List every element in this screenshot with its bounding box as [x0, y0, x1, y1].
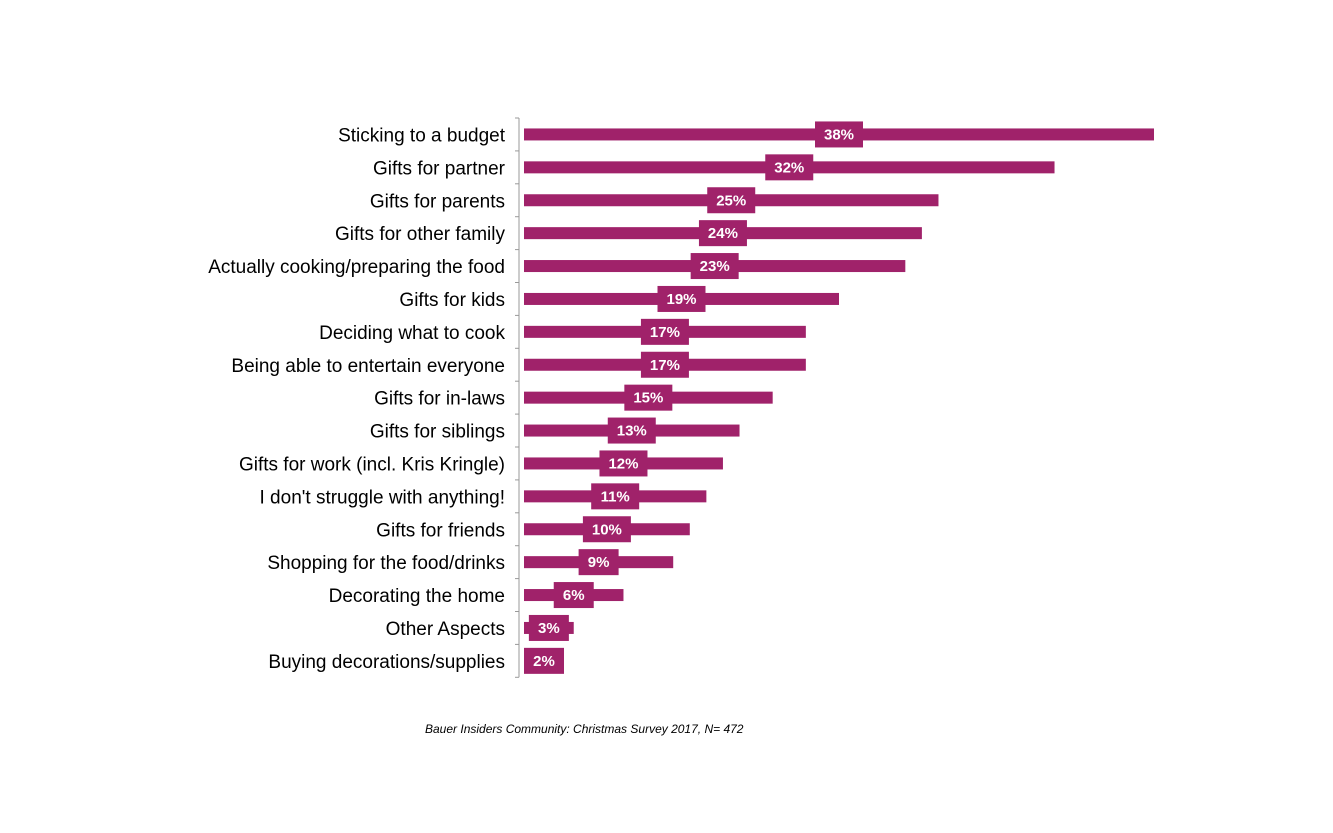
category-label: Gifts for other family: [335, 224, 505, 245]
data-label-box: [640, 318, 689, 345]
category-label: I don't struggle with anything!: [260, 487, 506, 508]
category-label: Other Aspects: [386, 619, 505, 640]
data-label-box: [578, 549, 619, 576]
data-label-box: [524, 647, 564, 674]
data-label: 2%: [533, 653, 555, 670]
data-label-box: [765, 154, 814, 181]
data-label-box: [528, 614, 569, 641]
data-label-box: [599, 450, 648, 477]
category-label: Sticking to a budget: [338, 125, 506, 146]
data-label: 12%: [608, 455, 638, 472]
data-label: 11%: [601, 488, 630, 505]
data-label: 13%: [617, 423, 647, 440]
data-label: 6%: [563, 587, 585, 604]
data-label: 3%: [538, 620, 560, 637]
data-label: 23%: [700, 258, 730, 275]
data-label-box: [815, 121, 863, 148]
data-label: 9%: [588, 554, 610, 571]
data-label: 17%: [650, 357, 680, 374]
category-label: Gifts for siblings: [370, 422, 505, 443]
data-label-box: [640, 351, 689, 378]
category-label: Deciding what to cook: [319, 323, 505, 344]
data-label: 32%: [774, 159, 804, 176]
category-label: Gifts for parents: [370, 191, 505, 212]
data-label-box: [582, 516, 631, 543]
category-label: Being able to entertain everyone: [231, 356, 505, 377]
category-label: Gifts for friends: [376, 520, 505, 541]
data-label-box: [698, 220, 747, 247]
data-label: 17%: [650, 324, 680, 341]
data-label-box: [607, 417, 656, 444]
category-label: Gifts for work (incl. Kris Kringle): [239, 454, 505, 475]
data-label-box: [690, 253, 739, 280]
category-label: Gifts for in-laws: [374, 389, 505, 410]
category-label: Actually cooking/preparing the food: [208, 257, 505, 278]
data-label-box: [591, 483, 640, 510]
data-label-box: [624, 384, 673, 411]
data-label: 19%: [666, 291, 696, 308]
category-label: Buying decorations/supplies: [268, 652, 505, 673]
category-label: Shopping for the food/drinks: [267, 553, 505, 574]
source-note: Bauer Insiders Community: Christmas Surv…: [425, 722, 744, 736]
data-label: 38%: [824, 126, 854, 143]
category-label: Decorating the home: [329, 586, 505, 607]
data-label-box: [657, 285, 706, 312]
data-label: 24%: [708, 225, 738, 242]
data-label: 10%: [592, 521, 622, 538]
category-label: Gifts for partner: [373, 158, 506, 179]
data-label: 25%: [716, 192, 746, 209]
category-label: Gifts for kids: [399, 290, 505, 311]
data-label-box: [553, 582, 594, 609]
data-label: 15%: [633, 390, 663, 407]
data-label-box: [707, 187, 756, 214]
